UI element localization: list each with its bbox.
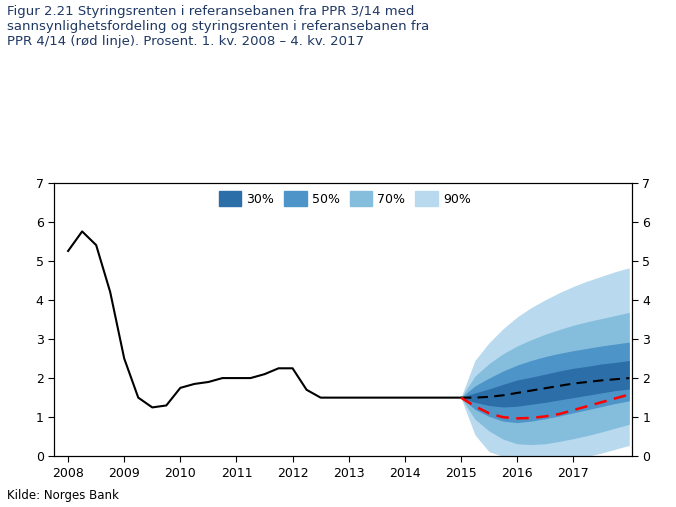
Text: Kilde: Norges Bank: Kilde: Norges Bank (7, 489, 118, 502)
Legend: 30%, 50%, 70%, 90%: 30%, 50%, 70%, 90% (216, 189, 473, 208)
Text: Figur 2.21 Styringsrenten i referansebanen fra PPR 3/14 med
sannsynlighetsfordel: Figur 2.21 Styringsrenten i referanseban… (7, 5, 429, 48)
